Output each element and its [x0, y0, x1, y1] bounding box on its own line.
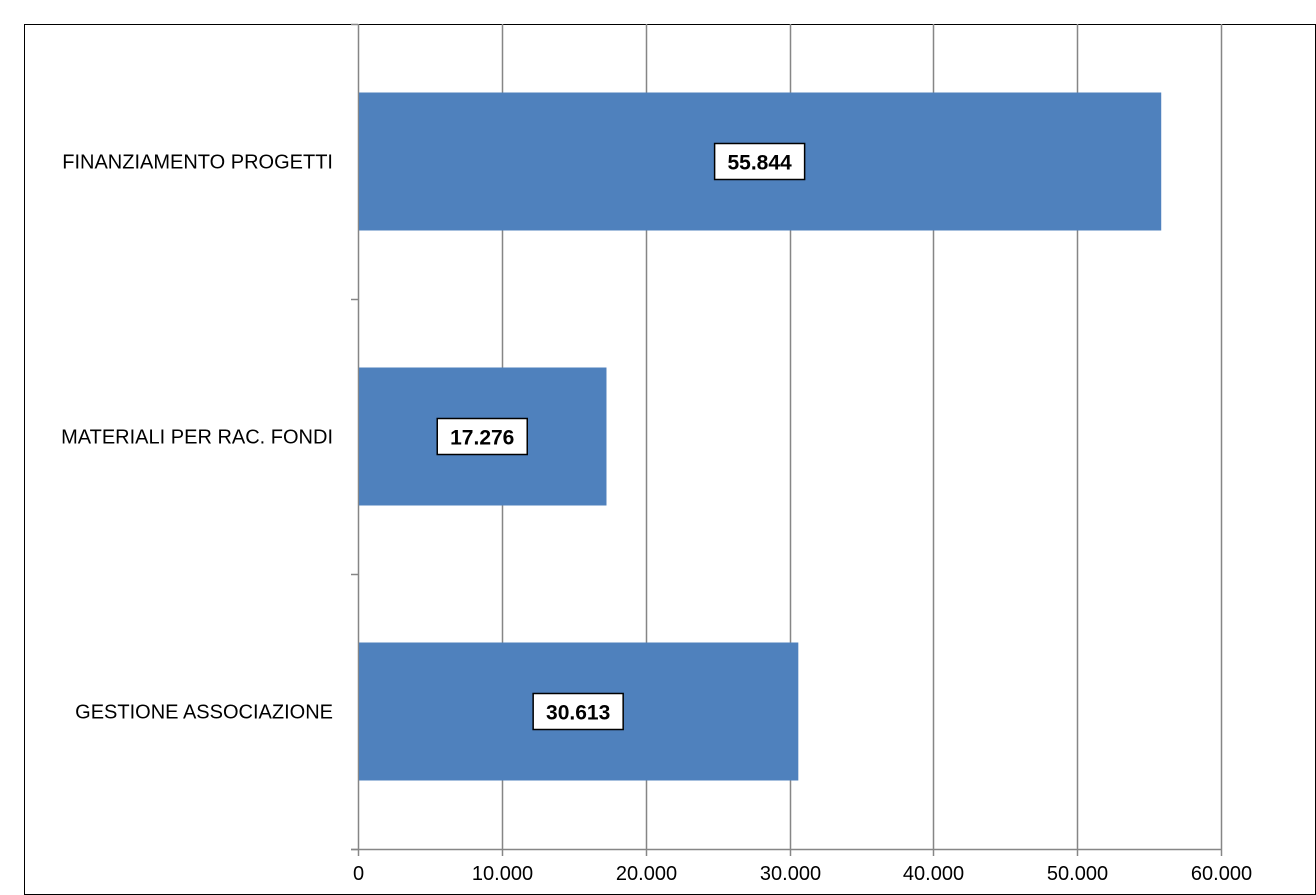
x-tick-label: 0	[353, 863, 364, 885]
data-label-box	[713, 142, 806, 181]
category-label: FINANZIAMENTO PROGETTI	[62, 152, 333, 174]
x-tick-label: 60.000	[1191, 863, 1252, 885]
data-label: 30.613	[546, 702, 610, 725]
data-label-box	[532, 692, 624, 731]
data-label-box	[436, 417, 528, 456]
category-label: MATERIALI PER RAC. FONDI	[61, 427, 333, 449]
x-tick-label: 40.000	[903, 863, 964, 885]
category-label: GESTIONE ASSOCIAZIONE	[75, 702, 333, 724]
data-label: 17.276	[450, 427, 514, 450]
x-tick-label: 50.000	[1047, 863, 1108, 885]
x-tick-label: 20.000	[616, 863, 677, 885]
x-tick-label: 10.000	[472, 863, 533, 885]
data-label: 55.844	[727, 152, 792, 175]
x-tick-label: 30.000	[760, 863, 821, 885]
